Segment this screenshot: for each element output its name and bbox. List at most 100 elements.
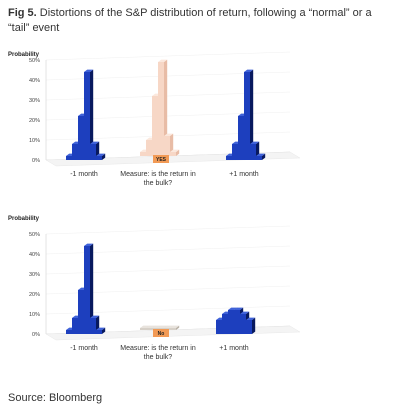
bar xyxy=(222,314,228,334)
category-label: +1 month xyxy=(219,345,248,352)
bar-top xyxy=(228,307,238,310)
bar-top xyxy=(256,153,266,156)
y-tick-label: 10% xyxy=(29,138,40,144)
bar xyxy=(244,72,250,160)
bar-top xyxy=(158,325,168,328)
y-tick-label: 40% xyxy=(29,252,40,258)
category-label: Measure: is the return in the bulk? xyxy=(120,345,196,361)
bar-side xyxy=(176,149,180,156)
bar xyxy=(256,156,262,160)
bar-side xyxy=(250,69,254,160)
bar-top xyxy=(96,327,106,330)
bar-side xyxy=(102,327,106,334)
bar xyxy=(96,330,102,334)
bar-top xyxy=(140,325,150,328)
gridline xyxy=(45,245,291,255)
bar-side xyxy=(90,243,94,334)
y-tick-label: 50% xyxy=(29,232,40,238)
bar-top xyxy=(84,69,94,72)
figure-label: Fig 5. xyxy=(8,7,37,19)
bar xyxy=(164,136,170,156)
bar xyxy=(84,246,90,334)
bar xyxy=(250,144,256,160)
y-tick-label: 0% xyxy=(32,332,40,338)
bar xyxy=(72,318,78,334)
bar-top xyxy=(170,325,180,328)
bar xyxy=(234,310,240,334)
bar xyxy=(232,144,238,160)
bar-top xyxy=(152,325,162,328)
gridline xyxy=(45,71,291,81)
bar xyxy=(228,310,234,334)
y-tick-label: 30% xyxy=(29,272,40,278)
bar-top xyxy=(250,141,260,144)
bar xyxy=(78,116,84,160)
bar-top xyxy=(246,317,256,320)
bar-top xyxy=(164,133,174,136)
bar xyxy=(78,290,84,334)
bar-side xyxy=(262,153,266,160)
bar xyxy=(246,320,252,334)
bar xyxy=(170,328,176,330)
category-label: Measure: is the return in the bulk? xyxy=(120,171,196,187)
bar xyxy=(72,144,78,160)
bar-top xyxy=(234,307,244,310)
bar xyxy=(146,140,152,156)
bar xyxy=(90,318,96,334)
bar-side xyxy=(252,317,256,334)
bar xyxy=(66,156,72,160)
y-tick-label: 20% xyxy=(29,118,40,124)
bar xyxy=(66,330,72,334)
category-label: +1 month xyxy=(229,171,258,178)
y-tick-label: 20% xyxy=(29,292,40,298)
bar xyxy=(84,72,90,160)
bar-top xyxy=(240,311,250,314)
bar xyxy=(90,144,96,160)
bar-side xyxy=(164,59,168,156)
bar-top xyxy=(96,153,106,156)
chart-panel-2: Probability 0% 10% 20% 30% 40% 50% -1 month No Me… xyxy=(8,216,301,361)
gridline xyxy=(45,51,291,61)
bar xyxy=(96,156,102,160)
y-tick-label: 30% xyxy=(29,98,40,104)
bar-top xyxy=(244,69,254,72)
category-label: -1 month xyxy=(70,171,98,178)
bar-side xyxy=(90,69,94,160)
y-tick-label: 40% xyxy=(29,78,40,84)
figure-title: Fig 5. Distortions of the S&P distributi… xyxy=(8,6,393,36)
source-note: Source: Bloomberg xyxy=(8,392,103,404)
bar-top xyxy=(90,315,100,318)
bar xyxy=(170,152,176,156)
gridline xyxy=(45,91,291,101)
category-label: -1 month xyxy=(70,345,98,352)
measure-tag: YES xyxy=(156,157,167,163)
bar xyxy=(140,328,146,330)
gridline xyxy=(45,225,291,235)
bar-top xyxy=(90,141,100,144)
measure-tag-box xyxy=(153,329,169,337)
y-tick-label: 10% xyxy=(29,312,40,318)
y-axis-label: Probability xyxy=(8,52,40,58)
bar-top xyxy=(170,149,180,152)
y-tick-label: 0% xyxy=(32,158,40,164)
bar xyxy=(158,62,164,156)
figure-title-text: Distortions of the S&P distribution of r… xyxy=(8,7,372,34)
chart-panel-1: Probability 0% 10% 20% 30% 40% 50% -1 month YES M… xyxy=(8,51,301,187)
measure-tag-box xyxy=(153,155,169,163)
bar xyxy=(140,152,146,156)
bar xyxy=(240,314,246,334)
measure-tag: No xyxy=(158,331,165,337)
bar-top xyxy=(84,243,94,246)
bar-side xyxy=(102,153,106,160)
bar xyxy=(152,96,158,156)
y-tick-label: 50% xyxy=(29,58,40,64)
bar-top xyxy=(146,325,156,328)
bar xyxy=(238,116,244,160)
gridline xyxy=(45,265,291,275)
bar xyxy=(216,320,222,334)
y-axis-label: Probability xyxy=(8,216,40,222)
bar-side xyxy=(176,325,180,330)
bar xyxy=(226,156,232,160)
bar xyxy=(146,328,152,330)
